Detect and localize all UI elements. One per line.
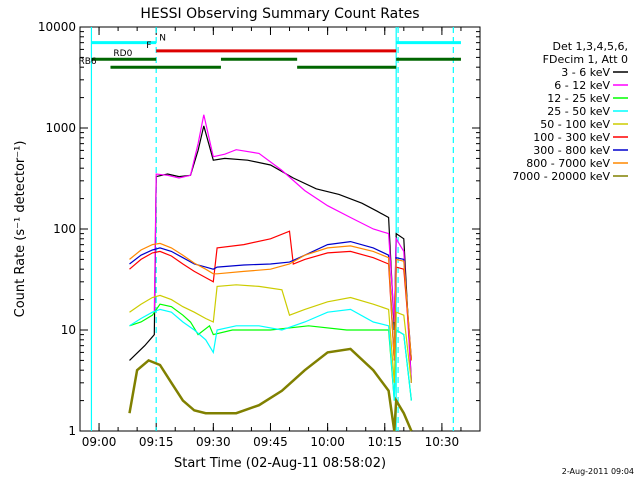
y-tick-label: 100 [53, 222, 76, 236]
x-axis-label: Start Time (02-Aug-11 08:58:02) [174, 456, 386, 471]
x-tick-label: 09:15 [139, 435, 174, 449]
legend-label: 100 - 300 keV [533, 131, 610, 144]
axis-ticks: 09:00 09:15 09:30 09:45 10:00 10:15 10:30 1 10 10… [38, 20, 481, 449]
y-axis-label: Count Rate (s⁻¹ detector⁻¹) [13, 141, 28, 318]
series-group [128, 114, 413, 432]
series-line-3 [129, 303, 412, 401]
legend-label: 300 - 800 keV [533, 144, 610, 157]
series-line-8 [129, 242, 412, 361]
x-tick-label: 10:15 [367, 435, 402, 449]
series-line-2 [153, 114, 412, 383]
x-tick-label: 10:30 [425, 435, 460, 449]
legend-label: 7000 - 20000 keV [512, 170, 610, 183]
chart-title: HESSI Observing Summary Count Rates [140, 6, 419, 22]
series-line-7 [129, 240, 412, 361]
legend: Det 1,3,4,5,6,FDecim 1, Att 03 - 6 keV6 … [512, 40, 628, 183]
x-tick-label: 09:00 [82, 435, 117, 449]
state-bar-label: F [146, 41, 151, 51]
state-bar-label: RD0 [113, 49, 132, 59]
legend-label: 6 - 12 keV [554, 79, 610, 92]
attenuator-bars: NF RD0 RB6 [78, 34, 461, 69]
series-line-5 [129, 284, 412, 383]
state-bar-label: N [159, 34, 166, 44]
plot-frame [79, 26, 481, 432]
footer-date: 2-Aug-2011 09:04 [562, 467, 634, 476]
series-line-1 [129, 125, 412, 383]
x-tick-label: 09:45 [253, 435, 288, 449]
vertical-markers [90, 27, 454, 431]
legend-header: Det 1,3,4,5,6, [552, 40, 628, 53]
legend-label: 800 - 7000 keV [526, 157, 610, 170]
x-tick-label: 10:00 [310, 435, 345, 449]
legend-header: FDecim 1, Att 0 [543, 53, 628, 66]
y-tick-label: 1000 [45, 121, 76, 135]
legend-label: 25 - 50 keV [547, 105, 610, 118]
y-tick-label: 1 [68, 424, 76, 438]
legend-label: 50 - 100 keV [540, 118, 610, 131]
x-tick-label: 09:30 [196, 435, 231, 449]
legend-label: 12 - 25 keV [547, 92, 610, 105]
y-tick-label: 10000 [38, 20, 76, 34]
y-tick-label: 10 [61, 323, 76, 337]
series-line-4 [129, 308, 412, 401]
legend-label: 3 - 6 keV [561, 66, 610, 79]
series-line-9 [128, 347, 413, 432]
state-bar-label: RB6 [78, 57, 96, 67]
